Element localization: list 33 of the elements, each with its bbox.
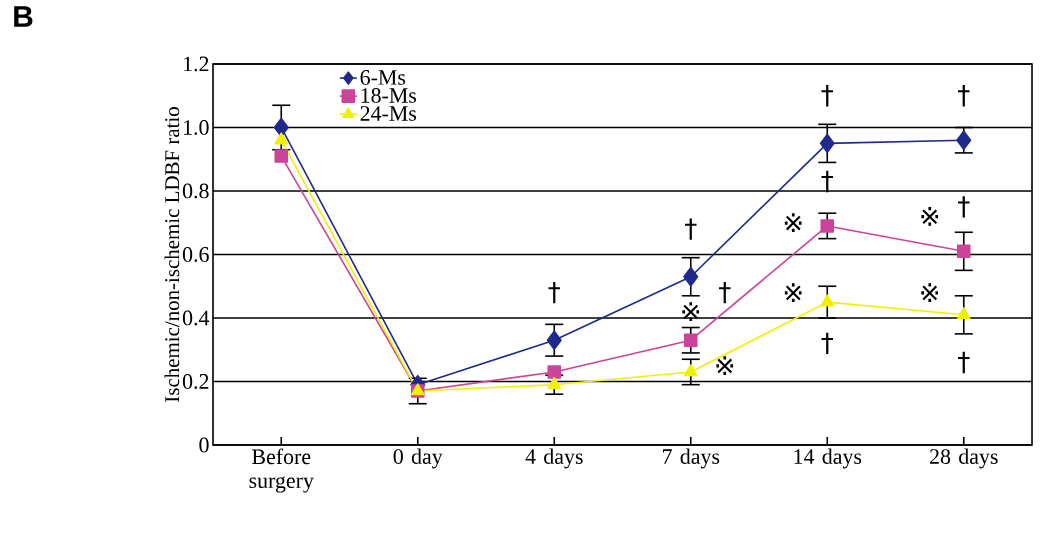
- annotation: †: [548, 281, 561, 304]
- annotation: ※: [784, 213, 802, 233]
- legend-label: 6-Ms: [360, 70, 406, 85]
- annotation: †: [958, 85, 970, 107]
- annotation: †: [958, 351, 970, 374]
- text: B: [14, 6, 33, 27]
- legend-label: 24-Ms: [360, 106, 417, 121]
- y-tick-label: 1.0: [184, 120, 209, 135]
- x-tick-label: Before surgery: [249, 448, 314, 493]
- x-tick-label: 28 days: [930, 448, 998, 469]
- y-tick-label: 1.2: [184, 56, 209, 72]
- x-tick-label: 4 days: [525, 448, 583, 469]
- annotation: ※: [921, 283, 939, 302]
- x-tick-label: 0 day: [393, 448, 443, 469]
- y-tick-label: 0.2: [182, 374, 209, 389]
- annotation: ※: [921, 207, 939, 226]
- x-tick-label: 7 days: [662, 448, 720, 469]
- x-tick-label: 14 days: [794, 448, 862, 469]
- annotation: ※: [784, 283, 802, 302]
- annotation: ※: [716, 356, 734, 375]
- y-tick-label: 0.6: [182, 247, 209, 262]
- y-axis-title: Ischemic/non-ischemic LDBF ratio: [164, 107, 180, 402]
- annotation: †: [958, 196, 970, 218]
- legend-label: 18-Ms: [361, 88, 417, 103]
- annotation: ※: [682, 302, 700, 321]
- annotation: †: [821, 85, 834, 107]
- y-tick-label: 0: [199, 437, 209, 453]
- annotation: †: [719, 281, 731, 304]
- annotation: †: [821, 170, 834, 193]
- annotation: †: [685, 218, 697, 240]
- annotation: †: [821, 332, 834, 355]
- y-tick-label: 0.4: [182, 310, 210, 326]
- y-tick-label: 0.8: [182, 183, 209, 199]
